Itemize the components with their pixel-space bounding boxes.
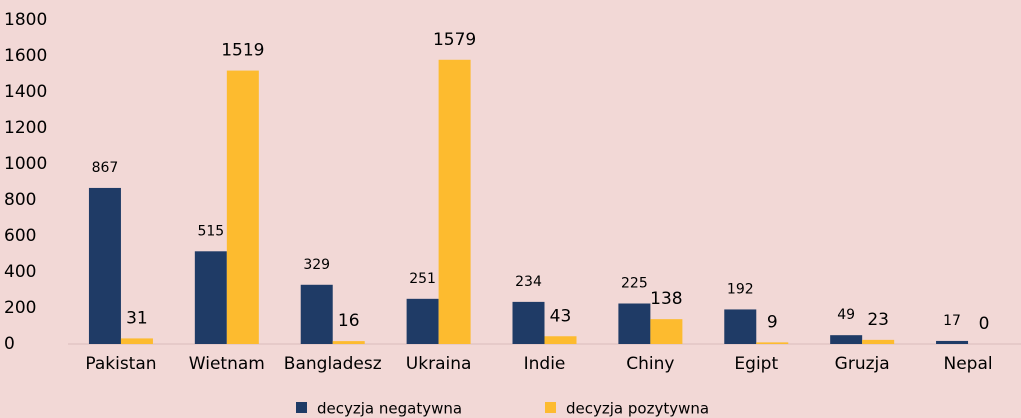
bar <box>120 338 153 344</box>
value-label: 329 <box>303 257 330 273</box>
legend-swatch <box>296 402 307 413</box>
x-tick-label: Bangladesz <box>284 354 382 374</box>
value-label: 515 <box>197 223 224 239</box>
bar <box>862 339 895 344</box>
value-label: 867 <box>92 160 119 176</box>
bar <box>406 298 439 344</box>
y-tick-label: 1000 <box>4 154 47 174</box>
value-label: 16 <box>338 311 360 331</box>
y-tick-label: 400 <box>4 262 36 282</box>
x-tick-label: Indie <box>524 354 566 374</box>
y-tick-label: 0 <box>4 334 15 354</box>
y-tick-label: 1600 <box>4 46 47 66</box>
value-label: 138 <box>650 289 682 309</box>
x-tick-label: Pakistan <box>85 354 156 374</box>
x-tick-label: Ukraina <box>406 354 472 374</box>
y-tick-label: 200 <box>4 298 36 318</box>
value-label: 43 <box>550 306 572 326</box>
legend-swatch <box>545 402 556 413</box>
value-label: 192 <box>727 281 754 297</box>
legend-label: decyzja negatywna <box>317 400 462 418</box>
x-tick-label: Chiny <box>626 354 674 374</box>
value-label: 9 <box>767 312 778 332</box>
bar <box>332 341 365 344</box>
y-tick-label: 1200 <box>4 118 47 138</box>
x-tick-label: Gruzja <box>835 354 890 374</box>
value-label: 23 <box>867 310 889 330</box>
bar <box>512 301 545 344</box>
value-label: 31 <box>126 308 148 328</box>
bar <box>226 70 259 344</box>
x-tick-label: Egipt <box>734 354 778 374</box>
value-label: 1519 <box>221 41 264 61</box>
bar <box>194 251 227 344</box>
bar <box>438 59 471 344</box>
bar <box>650 319 683 344</box>
x-tick-label: Nepal <box>944 354 993 374</box>
value-label: 1579 <box>433 30 476 50</box>
y-tick-label: 800 <box>4 190 36 210</box>
legend-label: decyzja pozytywna <box>566 400 709 418</box>
value-label: 17 <box>943 313 961 329</box>
bar <box>88 187 121 344</box>
value-label: 0 <box>979 314 990 334</box>
y-tick-label: 600 <box>4 226 36 246</box>
value-label: 225 <box>621 276 648 292</box>
bar <box>830 335 863 344</box>
bar <box>544 336 577 344</box>
bar <box>300 284 333 344</box>
x-tick-label: Wietnam <box>189 354 265 374</box>
value-label: 49 <box>837 307 855 323</box>
value-label: 251 <box>409 271 436 287</box>
bar <box>618 303 651 344</box>
y-tick-label: 1400 <box>4 82 47 102</box>
bar <box>724 309 757 344</box>
y-tick-label: 1800 <box>4 10 47 30</box>
bar <box>936 340 969 344</box>
bar <box>756 342 789 344</box>
value-label: 234 <box>515 274 542 290</box>
